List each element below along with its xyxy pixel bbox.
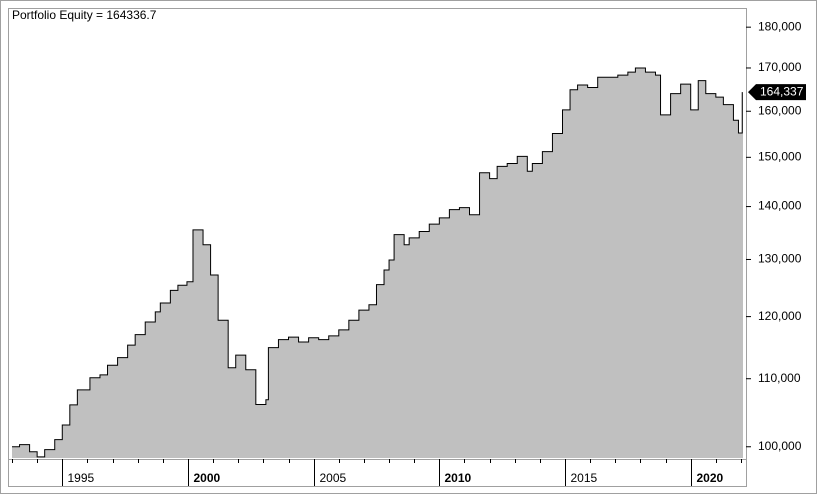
y-tick-label: 180,000 [758, 19, 802, 33]
last-value-label: 164,337 [760, 84, 804, 98]
y-tick-label: 140,000 [758, 199, 802, 213]
y-tick-label: 120,000 [758, 309, 802, 323]
y-tick-label: 110,000 [758, 371, 801, 385]
x-tick-label: 2015 [571, 471, 598, 485]
x-tick-label: 2000 [194, 471, 221, 485]
y-tick-label: 100,000 [758, 439, 802, 453]
y-tick-label: 160,000 [758, 103, 802, 117]
x-tick-label: 2010 [445, 471, 472, 485]
last-value-tag [748, 84, 806, 101]
chart-title: Portfolio Equity = 164336.7 [12, 8, 157, 22]
y-tick-label: 150,000 [758, 149, 802, 163]
equity-area [12, 67, 743, 458]
x-tick-label: 2020 [697, 471, 724, 485]
equity-line [12, 67, 743, 458]
y-tick-label: 170,000 [758, 60, 802, 74]
x-tick-label: 1995 [68, 471, 95, 485]
y-tick-label: 130,000 [758, 252, 802, 266]
x-tick-label: 2005 [320, 471, 347, 485]
x-axis-band [8, 459, 747, 487]
